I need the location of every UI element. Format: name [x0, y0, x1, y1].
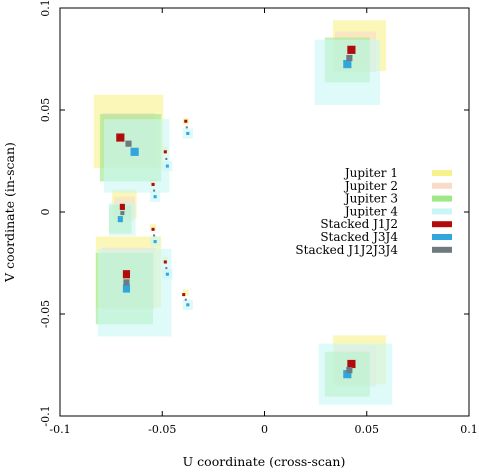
data-point [343, 60, 352, 69]
legend-label: Stacked J1J2J3J4 [295, 243, 398, 257]
data-point [343, 370, 352, 379]
legend-label: Jupiter 3 [343, 192, 398, 206]
data-point [163, 260, 167, 264]
data-point [153, 240, 157, 244]
legend-swatch [432, 221, 452, 228]
data-point [165, 164, 169, 168]
legend-label: Stacked J1J2 [320, 217, 398, 231]
series-stacked-j1j2j3j4 [120, 54, 353, 374]
data-point [153, 234, 156, 237]
data-point [184, 298, 187, 301]
data-point [165, 157, 168, 160]
data-point [185, 126, 188, 129]
legend-label: Jupiter 1 [343, 166, 398, 180]
legend-label: Stacked J3J4 [320, 230, 398, 244]
data-point [182, 289, 189, 296]
data-point [153, 195, 157, 199]
x-tick-label: -0.1 [49, 423, 70, 436]
x-tick-label: 0.05 [355, 423, 380, 436]
data-point [119, 203, 125, 210]
data-point [97, 248, 172, 337]
data-point [117, 216, 123, 223]
series-stacked-j1j2 [116, 45, 356, 369]
data-point [347, 45, 356, 54]
y-tick-label: -0.1 [39, 405, 52, 426]
x-tick-label: 0.1 [460, 423, 478, 436]
data-point [116, 133, 125, 142]
legend-swatch [432, 208, 452, 215]
data-point [123, 279, 130, 286]
legend-label: Jupiter 4 [343, 204, 399, 218]
y-tick-label: -0.05 [39, 300, 52, 328]
legend-label: Jupiter 2 [343, 179, 398, 193]
x-axis-label: U coordinate (cross-scan) [183, 454, 346, 469]
data-point [149, 224, 157, 231]
data-point [165, 267, 168, 270]
legend-swatch [432, 234, 452, 240]
legend-swatch [432, 170, 452, 176]
data-point [122, 284, 131, 293]
data-point [347, 359, 356, 369]
legend-swatch [432, 182, 452, 189]
data-point [346, 367, 353, 374]
plot-marks [93, 20, 393, 405]
data-point [120, 210, 125, 216]
axis-ticks: -0.1 -0.05 0 0.05 0.1 -0.1 -0.05 0 0.05 0.1 [39, 0, 478, 436]
y-tick-label: 0.05 [39, 98, 52, 123]
data-point [125, 140, 132, 147]
y-tick-label: 0 [39, 209, 52, 216]
data-point [153, 189, 156, 192]
legend-swatch [432, 195, 452, 202]
data-point [163, 150, 167, 154]
data-point [318, 343, 393, 405]
legend-swatch [432, 246, 452, 253]
data-point [182, 293, 186, 297]
data-point [165, 272, 169, 276]
data-point [346, 54, 353, 62]
data-point [130, 147, 139, 156]
x-tick-label: 0 [261, 423, 268, 436]
x-tick-label: -0.05 [148, 423, 176, 436]
data-point [151, 227, 155, 231]
y-axis-label: V coordinate (in-scan) [2, 142, 17, 283]
data-point [186, 131, 190, 135]
data-point [122, 270, 131, 279]
data-point [184, 119, 188, 123]
data-point [186, 303, 190, 307]
series-stacked-j3j4 [117, 60, 352, 379]
data-point [151, 182, 155, 186]
y-tick-label: 0.1 [39, 0, 52, 17]
